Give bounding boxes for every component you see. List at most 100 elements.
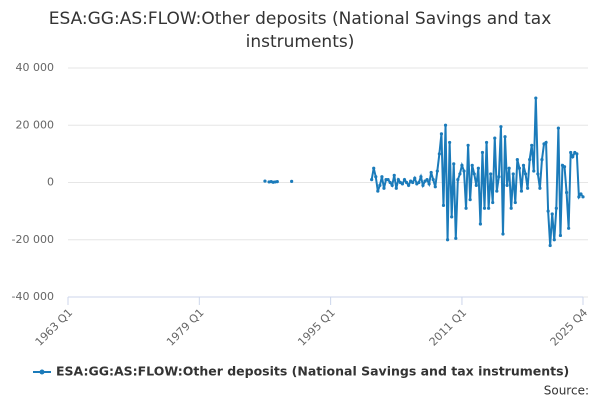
data-point	[400, 182, 405, 186]
data-point	[468, 198, 472, 202]
data-point	[521, 163, 526, 167]
data-point	[536, 172, 540, 176]
data-point	[554, 206, 558, 210]
data-point	[501, 232, 505, 236]
data-point	[429, 170, 433, 175]
data-point	[579, 192, 583, 196]
data-point	[417, 180, 421, 185]
data-point	[392, 173, 396, 177]
data-point	[530, 143, 534, 147]
legend-marker	[39, 369, 45, 375]
data-point	[550, 212, 554, 216]
data-point	[558, 233, 563, 238]
data-point	[411, 180, 415, 185]
data-point	[374, 175, 378, 179]
data-point	[507, 166, 511, 170]
data-point	[421, 183, 425, 187]
data-point	[519, 189, 524, 193]
data-point	[569, 150, 573, 155]
data-point	[439, 132, 444, 136]
data-point	[484, 140, 489, 145]
y-tick-label: -20 000	[12, 233, 54, 246]
data-point	[495, 189, 499, 193]
data-point	[540, 158, 544, 162]
x-tick-label: 2025 Q4	[548, 306, 591, 349]
y-tick-label: 0	[47, 176, 54, 189]
x-tick-label: 1995 Q1	[295, 306, 338, 349]
data-point	[390, 183, 394, 187]
data-point	[466, 143, 470, 147]
data-point	[493, 136, 497, 140]
data-point	[386, 178, 390, 182]
data-point	[406, 183, 411, 187]
data-point	[425, 178, 429, 182]
data-point	[376, 189, 380, 193]
data-point	[476, 166, 480, 170]
data-point	[404, 180, 409, 185]
data-point	[517, 166, 521, 170]
data-point	[435, 169, 439, 173]
y-tick-label: 20 000	[16, 118, 55, 131]
x-tick-label: 2011 Q1	[427, 306, 470, 349]
data-point	[470, 163, 474, 167]
data-point	[452, 162, 456, 166]
data-point	[575, 152, 579, 156]
data-point	[556, 126, 560, 130]
data-point	[462, 169, 466, 173]
data-point	[378, 183, 382, 187]
data-point	[382, 186, 386, 190]
data-point	[433, 185, 437, 189]
data-point	[370, 178, 374, 182]
data-point	[546, 209, 550, 213]
data-point	[548, 243, 552, 248]
data-point	[478, 222, 483, 226]
data-point	[290, 179, 294, 183]
data-point	[480, 150, 485, 155]
data-point	[394, 186, 398, 190]
data-point	[515, 158, 519, 162]
series-line	[370, 98, 584, 246]
data-point	[503, 135, 507, 139]
x-tick-label: 1963 Q1	[33, 306, 76, 349]
data-point	[581, 195, 585, 199]
data-point	[450, 215, 454, 219]
data-point	[464, 206, 468, 210]
data-point	[402, 178, 407, 182]
y-tick-label: 40 000	[16, 61, 55, 74]
data-point	[472, 172, 476, 176]
data-point	[564, 190, 569, 195]
data-point	[443, 123, 448, 127]
data-point	[499, 125, 503, 129]
data-point	[413, 176, 417, 180]
y-tick-label: -40 000	[12, 290, 54, 303]
data-point	[526, 186, 530, 190]
data-point	[487, 206, 491, 210]
data-point	[396, 178, 400, 182]
data-point	[528, 158, 532, 162]
data-point	[534, 96, 538, 100]
data-point	[567, 226, 571, 230]
data-point	[419, 175, 423, 179]
data-point	[458, 172, 462, 176]
chart-title: ESA:GG:AS:FLOW:Other deposits (National …	[48, 9, 552, 52]
data-point	[505, 183, 509, 187]
data-point	[489, 172, 493, 176]
data-point	[275, 180, 279, 184]
data-point	[491, 200, 495, 205]
data-point	[538, 186, 542, 190]
data-point	[380, 175, 384, 179]
data-point	[562, 165, 567, 169]
data-point	[445, 238, 450, 242]
data-point	[388, 180, 392, 185]
legend-label: ESA:GG:AS:FLOW:Other deposits (National …	[56, 364, 569, 379]
data-point	[511, 172, 515, 176]
data-point	[552, 238, 556, 242]
data-point	[460, 163, 464, 167]
data-point	[372, 166, 376, 170]
x-tick-label: 1979 Q1	[164, 306, 207, 349]
data-point	[441, 203, 446, 207]
data-point	[523, 172, 528, 176]
data-point	[263, 179, 267, 183]
